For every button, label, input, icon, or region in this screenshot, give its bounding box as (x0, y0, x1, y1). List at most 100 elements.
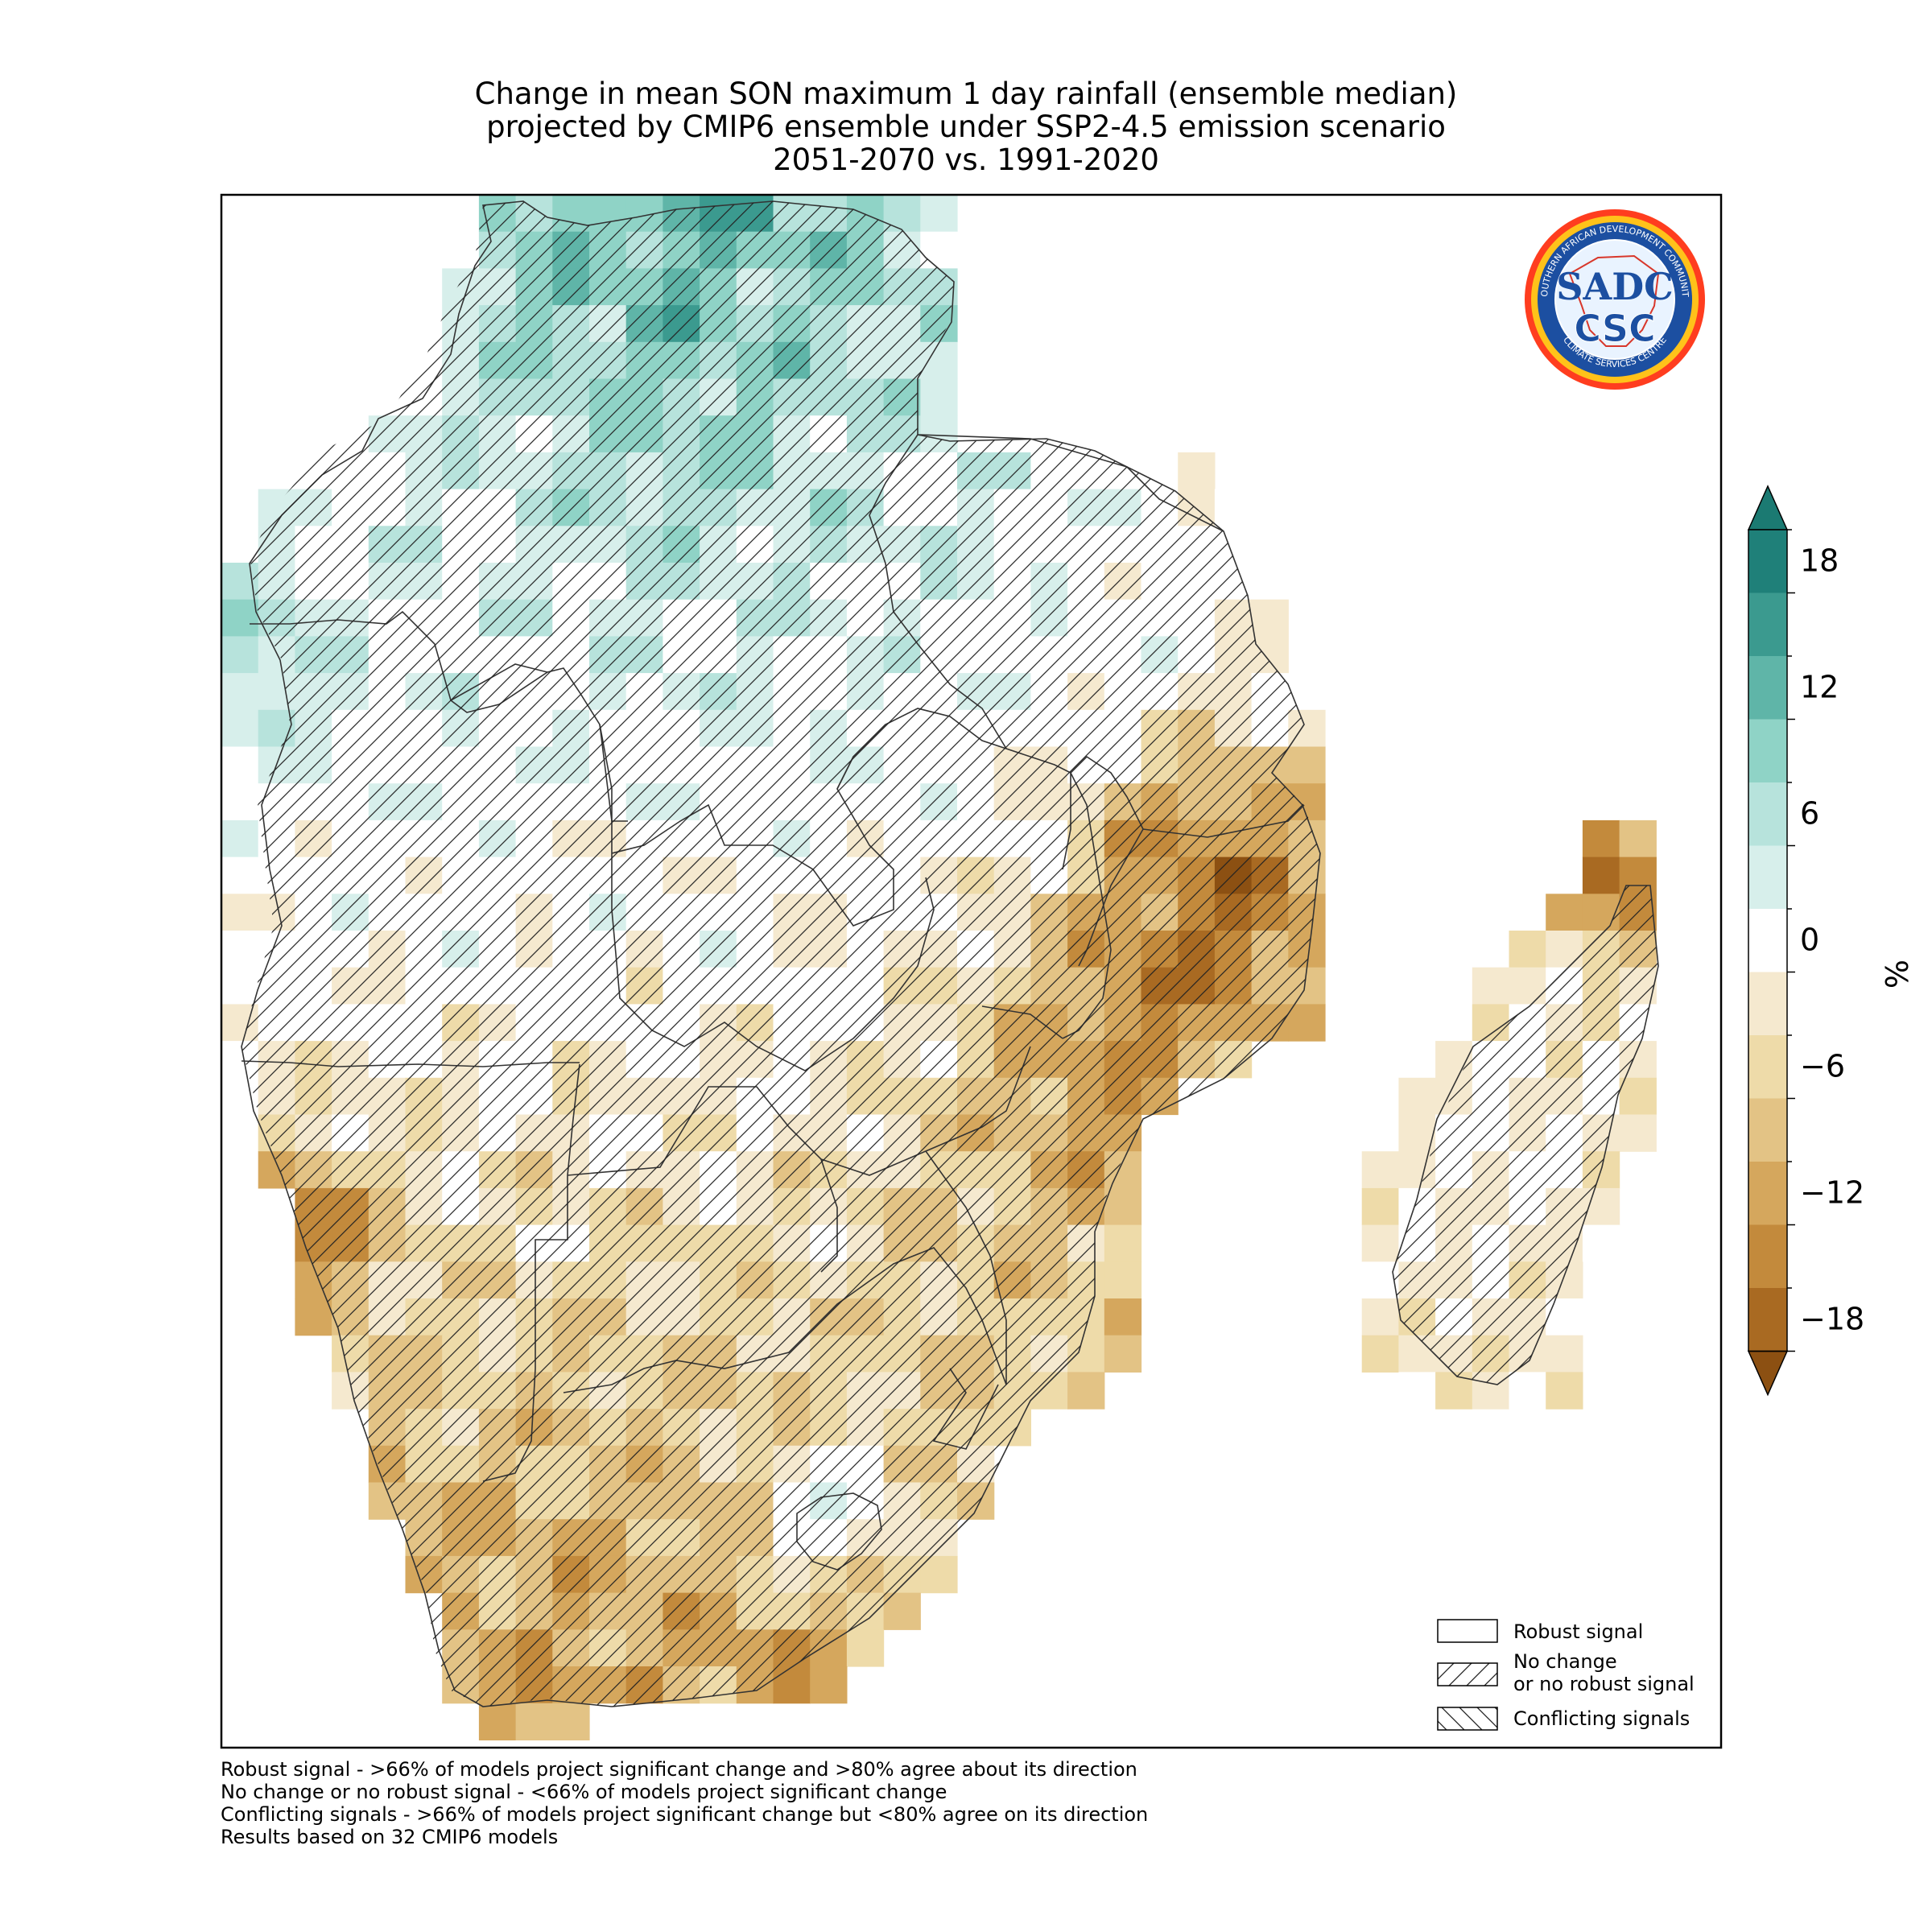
colorbar-bin (1748, 845, 1787, 910)
grid-cell (1178, 452, 1216, 490)
footnote-conflicting: Conflicting signals - >66% of models pro… (221, 1803, 1149, 1826)
grid-cell (221, 709, 259, 748)
grid-cell (1509, 1372, 1546, 1410)
grid-cell (846, 1629, 885, 1667)
grid-cell (221, 819, 259, 858)
grid-cell (920, 1555, 958, 1594)
colorbar-bin (1748, 719, 1787, 783)
legend-robust-swatch (1437, 1619, 1498, 1643)
grid-cell (515, 1703, 553, 1740)
grid-cell (1361, 1114, 1399, 1152)
footnotes: Robust signal - >66% of models project s… (221, 1758, 1148, 1848)
colorbar-tick-label: 6 (1800, 795, 1819, 831)
grid-cell (478, 1703, 517, 1740)
grid-cell (1067, 1372, 1105, 1410)
grid-cell (221, 636, 259, 674)
colorbar-bin (1748, 972, 1787, 1036)
grid-cell (1214, 489, 1253, 526)
grid-cell (1361, 1335, 1399, 1373)
grid-cell (1104, 1224, 1142, 1262)
grid-cell (295, 1298, 332, 1336)
grid-cell (221, 894, 259, 931)
legend-robust-label: Robust signal (1513, 1620, 1643, 1643)
grid-cell (1435, 1004, 1473, 1042)
logo-sadc-text: SADC (1556, 265, 1673, 308)
map-title: Change in mean SON maximum 1 day rainfal… (0, 77, 1932, 176)
grid-cell (221, 599, 259, 637)
grid-cell (1361, 1187, 1399, 1226)
colorbar-bin (1748, 1035, 1787, 1099)
grid-cell (1361, 1298, 1399, 1336)
grid-cell (1582, 857, 1620, 894)
grid-cell (221, 746, 259, 784)
colorbar-extend-bottom (1747, 1350, 1789, 1397)
grid-cell (1509, 931, 1546, 968)
grid-cell (1619, 1114, 1657, 1152)
colorbar-tick-label: 12 (1800, 669, 1839, 704)
grid-cell (1104, 1261, 1142, 1299)
grid-cell (1288, 1004, 1326, 1042)
grid-cell (1251, 599, 1289, 637)
grid-cell (883, 1592, 921, 1630)
colorbar-tick-label: 18 (1800, 543, 1839, 578)
colorbar-unit-label: % (1880, 960, 1915, 989)
colorbar-tick-label: −6 (1800, 1048, 1845, 1084)
colorbar-outline (1748, 529, 1788, 1352)
grid-cell (1582, 1224, 1620, 1262)
colorbar-bin (1748, 1098, 1787, 1162)
colorbar-bin (1748, 1224, 1787, 1289)
grid-cell (221, 673, 259, 711)
grid-cell (1104, 1187, 1142, 1226)
legend-nochange-swatch (1437, 1662, 1498, 1686)
grid-cell (552, 1703, 590, 1740)
grid-cell (1361, 1224, 1399, 1262)
grid-cell (1619, 819, 1657, 858)
grid-cell (221, 857, 259, 894)
grid-cell (810, 1666, 848, 1704)
colorbar-bin (1748, 1288, 1787, 1352)
colorbar-bin (1748, 656, 1787, 720)
grid-cell (1546, 894, 1583, 931)
colorbar-bin (1748, 909, 1787, 972)
colorbar-extend-top (1747, 485, 1789, 530)
grid-cell (1619, 1077, 1657, 1116)
grid-cell (221, 931, 259, 968)
legend-conflicting-swatch (1437, 1707, 1498, 1731)
grid-cell (1582, 819, 1620, 858)
grid-cell (1546, 1335, 1583, 1373)
grid-cell (1398, 1077, 1436, 1116)
colorbar-bin (1748, 592, 1787, 657)
colorbar-tick-label: −18 (1800, 1301, 1864, 1336)
grid-cell (1104, 1335, 1142, 1373)
colorbar-tick-label: −12 (1800, 1174, 1864, 1210)
footnote-robust: Robust signal - >66% of models project s… (221, 1758, 1137, 1781)
colorbar-bin (1748, 782, 1787, 846)
grid-cell (1472, 967, 1510, 1005)
colorbar-bin (1748, 530, 1787, 593)
legend-conflicting-label: Conflicting signals (1513, 1707, 1690, 1730)
signal-legend: Robust signal No change or no robust sig… (1437, 1619, 1695, 1731)
logo-csc-text: CSC (1574, 307, 1656, 350)
footnote-models: Results based on 32 CMIP6 models (221, 1826, 559, 1848)
grid-cell (1398, 1372, 1436, 1410)
title-line-3: 2051-2070 vs. 1991-2020 (773, 142, 1159, 177)
grid-cell (1398, 1041, 1436, 1079)
grid-cell (1288, 746, 1326, 784)
map-frame (220, 193, 1723, 1749)
legend-nochange-label-1: No change (1513, 1650, 1617, 1673)
grid-cell (221, 783, 259, 821)
colorbar-tick-label: 0 (1800, 922, 1819, 957)
grid-cell (221, 967, 259, 1005)
colorbar-bin (1748, 1162, 1787, 1225)
grid-cell (1435, 967, 1473, 1005)
title-line-1: Change in mean SON maximum 1 day rainfal… (474, 76, 1458, 111)
legend-nochange-label-2: or no robust signal (1513, 1673, 1695, 1695)
title-line-2: projected by CMIP6 ensemble under SSP2-4… (486, 109, 1446, 144)
footnote-nochange: No change or no robust signal - <66% of … (221, 1781, 947, 1803)
grid-cell (920, 195, 958, 233)
colorbar: 18 12 6 0 −6 −12 −18 (1747, 485, 1864, 1397)
grid-cell (1361, 1151, 1399, 1189)
grid-cell (1546, 1372, 1583, 1410)
grid-cell (1361, 1261, 1399, 1299)
